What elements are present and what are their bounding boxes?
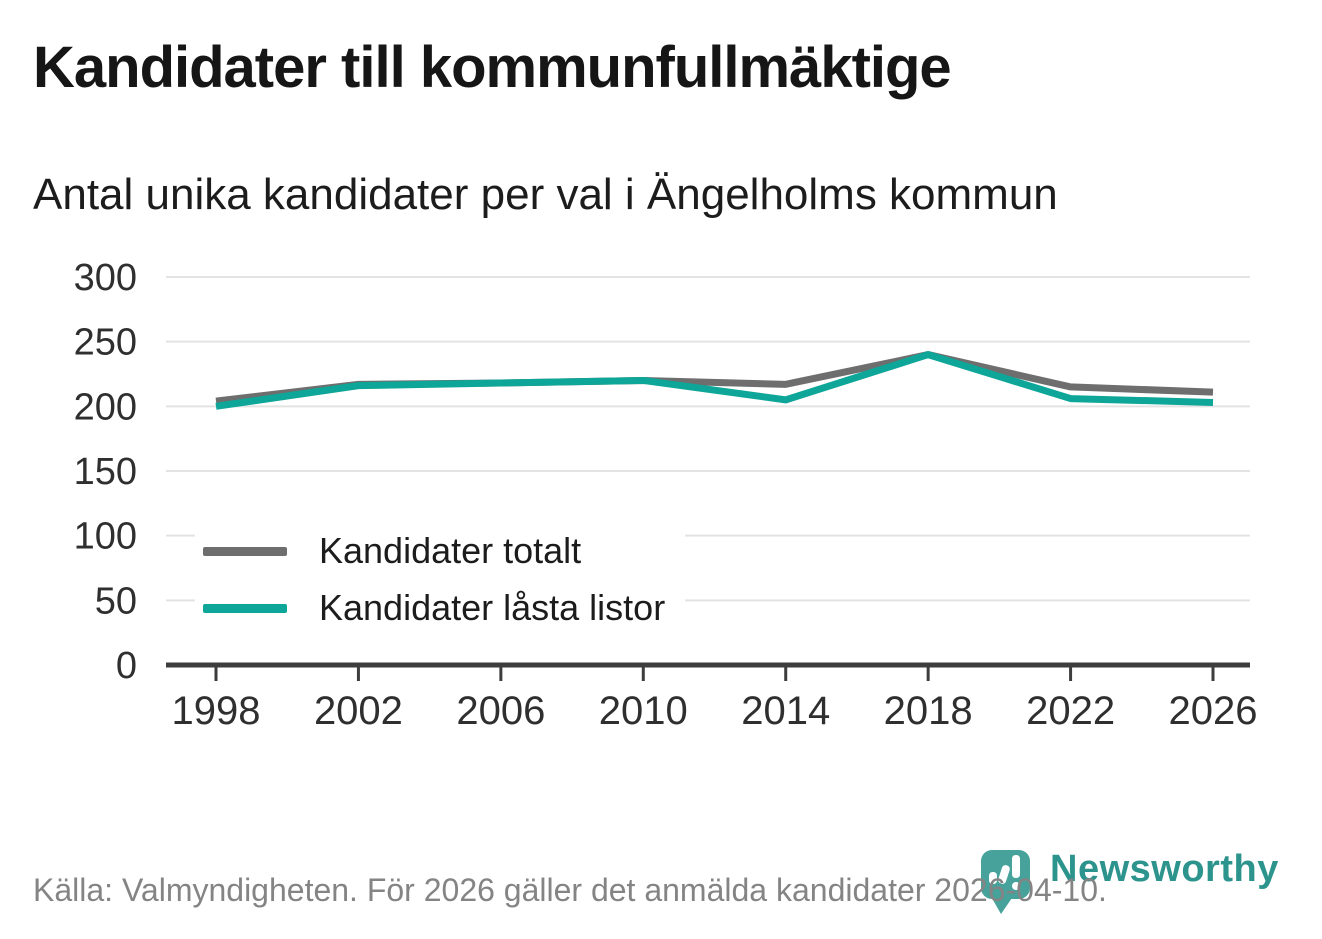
chart-title: Kandidater till kommunfullmäktige	[33, 35, 952, 100]
legend-item-totalt: Kandidater totalt	[195, 527, 685, 575]
newsworthy-logo-text: Newsworthy	[1050, 848, 1279, 890]
x-tick-label: 2018	[884, 689, 973, 733]
y-tick-label: 0	[116, 645, 137, 687]
x-tick-label: 2014	[741, 689, 830, 733]
x-tick-label: 2002	[314, 689, 403, 733]
source-note: Källa: Valmyndigheten. För 2026 gäller d…	[33, 872, 1107, 908]
x-tick-label: 1998	[172, 689, 261, 733]
x-tick-label: 2006	[456, 689, 545, 733]
x-tick-label: 2010	[599, 689, 688, 733]
legend-label-lasta-listor: Kandidater låsta listor	[319, 587, 666, 628]
x-tick-label: 2022	[1026, 689, 1115, 733]
y-tick-label: 100	[74, 516, 137, 558]
y-tick-label: 200	[74, 386, 137, 428]
y-tick-label: 250	[74, 322, 137, 364]
y-tick-label: 150	[74, 451, 137, 493]
newsworthy-pin-chart-icon	[981, 850, 1030, 914]
series-line-1	[215, 351, 1214, 410]
chart-subtitle: Antal unika kandidater per val i Ängelho…	[33, 170, 1058, 219]
legend-swatch-totalt	[203, 546, 287, 556]
legend-swatch-lasta-listor	[203, 603, 287, 613]
y-tick-label: 300	[74, 257, 137, 299]
legend-label-totalt: Kandidater totalt	[319, 530, 582, 571]
x-tick-label: 2026	[1169, 689, 1258, 733]
y-tick-label: 50	[95, 580, 137, 622]
legend-item-lasta-listor: Kandidater låsta listor	[195, 584, 685, 632]
